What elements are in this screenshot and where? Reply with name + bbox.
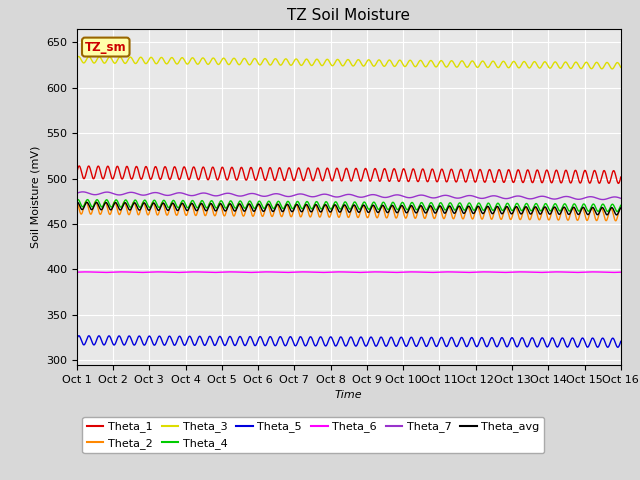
Theta_3 [617, 64, 625, 70]
Theta_avg [304, 204, 312, 209]
Theta_1 [325, 169, 333, 175]
Text: TZ_sm: TZ_sm [85, 41, 127, 54]
Theta_5 [614, 344, 621, 350]
Theta_6 [383, 269, 390, 275]
Theta_7 [138, 192, 145, 198]
Theta_4 [73, 198, 81, 204]
Theta_4 [316, 203, 323, 209]
Theta_7 [115, 192, 123, 198]
Theta_2 [115, 212, 123, 217]
Theta_6 [325, 269, 333, 275]
Theta_2 [73, 199, 81, 204]
Theta_4 [74, 197, 82, 203]
Theta_7 [73, 190, 81, 196]
Theta_4 [304, 199, 312, 205]
Theta_1 [138, 176, 145, 182]
Theta_5 [316, 336, 323, 341]
Theta_4 [325, 204, 333, 209]
Theta_5 [73, 336, 81, 342]
Theta_7 [325, 192, 333, 198]
Theta_5 [138, 336, 145, 342]
Theta_6 [115, 269, 123, 275]
Theta_7 [316, 192, 323, 198]
Theta_1 [304, 165, 312, 171]
Theta_7 [79, 189, 86, 195]
Theta_3 [608, 66, 616, 72]
Theta_5 [325, 336, 333, 342]
Theta_3 [304, 58, 312, 63]
Theta_6 [608, 270, 616, 276]
Theta_2 [617, 205, 625, 211]
Legend: Theta_1, Theta_2, Theta_3, Theta_4, Theta_5, Theta_6, Theta_7, Theta_avg: Theta_1, Theta_2, Theta_3, Theta_4, Thet… [83, 417, 544, 453]
Theta_4 [383, 205, 390, 211]
Theta_3 [325, 58, 333, 64]
Theta_avg [617, 205, 625, 211]
Theta_avg [138, 204, 145, 210]
Theta_7 [599, 197, 607, 203]
Theta_3 [75, 54, 83, 60]
Theta_7 [617, 195, 625, 201]
Line: Theta_7: Theta_7 [77, 192, 621, 200]
Y-axis label: Soil Moisture (mV): Soil Moisture (mV) [30, 145, 40, 248]
X-axis label: Time: Time [335, 390, 363, 400]
Theta_5 [304, 338, 312, 344]
Theta_3 [115, 54, 123, 60]
Theta_4 [613, 209, 621, 215]
Theta_2 [304, 208, 312, 214]
Theta_5 [383, 343, 390, 349]
Theta_6 [73, 269, 81, 275]
Theta_3 [383, 60, 390, 66]
Theta_1 [614, 180, 622, 186]
Line: Theta_2: Theta_2 [77, 202, 621, 221]
Theta_5 [115, 333, 123, 339]
Line: Theta_3: Theta_3 [77, 57, 621, 69]
Theta_avg [115, 206, 123, 212]
Theta_1 [316, 168, 323, 174]
Theta_2 [383, 215, 390, 221]
Line: Theta_5: Theta_5 [77, 336, 621, 347]
Theta_avg [73, 200, 81, 205]
Theta_4 [115, 203, 123, 208]
Theta_5 [75, 333, 83, 339]
Line: Theta_4: Theta_4 [77, 200, 621, 212]
Theta_4 [138, 203, 145, 209]
Theta_2 [612, 218, 620, 224]
Theta_6 [138, 270, 145, 276]
Theta_2 [138, 204, 145, 209]
Title: TZ Soil Moisture: TZ Soil Moisture [287, 9, 410, 24]
Theta_2 [325, 214, 333, 220]
Theta_6 [304, 269, 312, 275]
Theta_5 [617, 338, 625, 344]
Theta_3 [316, 59, 323, 65]
Theta_1 [617, 174, 625, 180]
Theta_avg [383, 209, 390, 215]
Theta_avg [316, 207, 323, 213]
Theta_2 [316, 214, 323, 219]
Theta_1 [73, 169, 81, 175]
Theta_6 [617, 269, 625, 275]
Theta_7 [304, 193, 312, 199]
Theta_2 [82, 199, 90, 204]
Theta_3 [73, 55, 81, 61]
Theta_avg [74, 199, 81, 205]
Line: Theta_avg: Theta_avg [77, 202, 621, 215]
Theta_7 [383, 194, 390, 200]
Theta_4 [617, 203, 625, 208]
Theta_3 [138, 55, 145, 60]
Theta_6 [316, 270, 323, 276]
Theta_1 [76, 163, 83, 169]
Theta_1 [383, 171, 390, 177]
Line: Theta_6: Theta_6 [77, 272, 621, 273]
Line: Theta_1: Theta_1 [77, 166, 621, 183]
Theta_6 [82, 269, 90, 275]
Theta_avg [325, 208, 333, 214]
Theta_1 [115, 168, 123, 174]
Theta_avg [612, 212, 620, 218]
